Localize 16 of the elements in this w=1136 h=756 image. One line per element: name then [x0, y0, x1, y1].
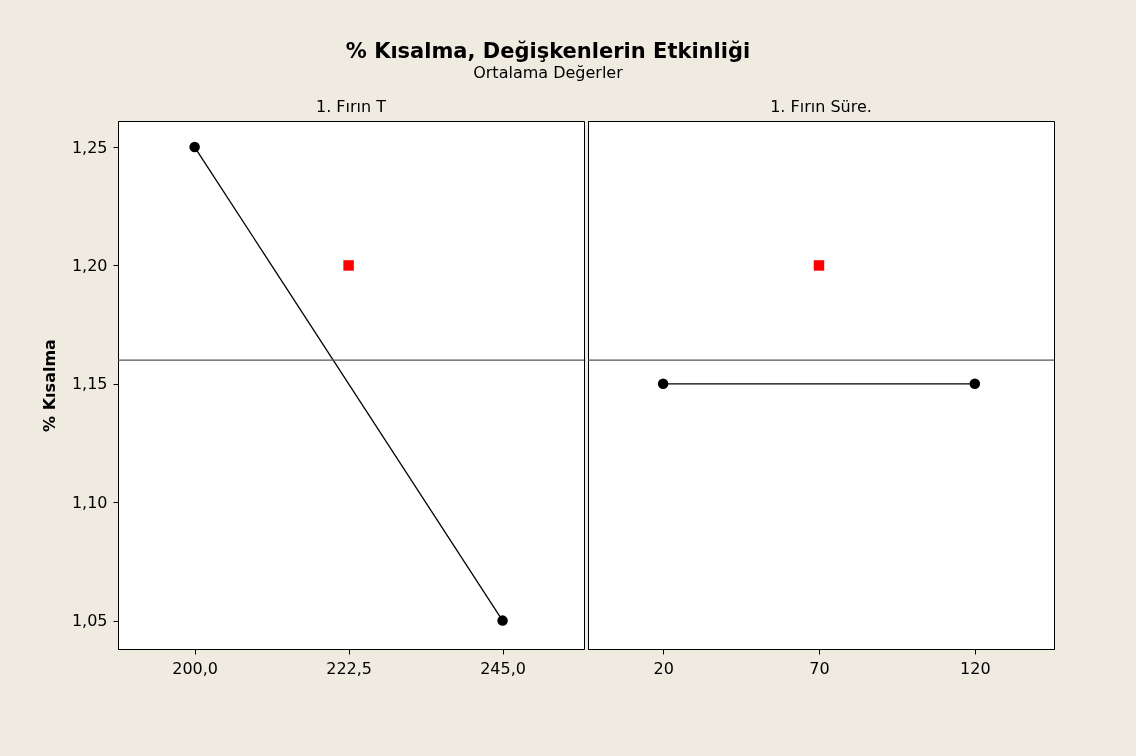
x-tick-label: 200,0 — [172, 658, 219, 678]
x-axis-title: 1. Fırın T — [315, 97, 387, 116]
y-tick-label: 1,25 — [71, 137, 108, 157]
y-tick-label: 1,10 — [71, 492, 108, 512]
x-axis-title: 1. Fırın Süre. — [770, 97, 872, 116]
chart-title: % Kısalma, Değişkenlerin Etkinliği — [345, 38, 751, 63]
y-axis-title: % Kısalma — [39, 339, 59, 432]
y-tick-label: 1,05 — [71, 611, 108, 631]
x-tick-label: 245,0 — [480, 658, 526, 678]
x-tick-label: 222,5 — [326, 658, 373, 678]
x-tick-label: 70 — [809, 658, 830, 678]
y-tick-label: 1,20 — [71, 255, 108, 275]
x-tick-label: 20 — [653, 658, 674, 678]
x-tick-label: 120 — [960, 658, 991, 678]
y-tick-label: 1,15 — [71, 374, 108, 394]
chart-subtitle: Ortalama Değerler — [473, 62, 624, 82]
